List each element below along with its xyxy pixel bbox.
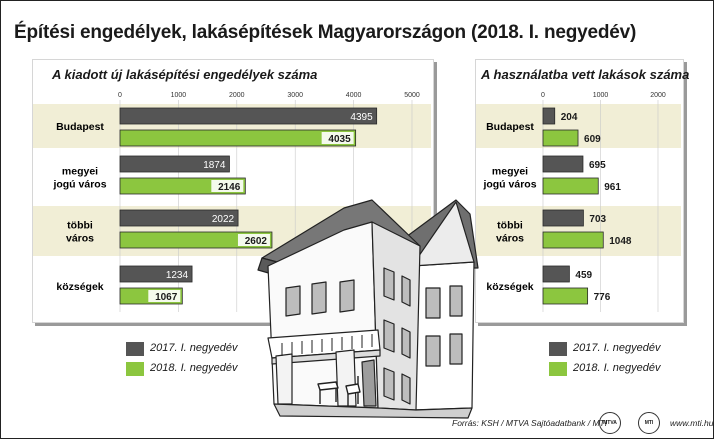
- legend-label-2018: 2018. I. negyedév: [573, 362, 661, 374]
- legend-label-2018: 2018. I. negyedév: [150, 362, 238, 374]
- x-tick-label: 3000: [287, 92, 303, 99]
- bar: [542, 177, 599, 195]
- label-background: [211, 180, 244, 192]
- x-tick-label: 1000: [593, 92, 609, 99]
- x-tick-label: 1000: [171, 92, 187, 99]
- page-title: Építési engedélyek, lakásépítések Magyar…: [14, 22, 637, 43]
- bar: [119, 231, 273, 249]
- bar: [542, 155, 584, 173]
- category-label: város: [66, 233, 94, 245]
- legend-swatch-2018: [126, 362, 144, 376]
- category-label: jogú város: [482, 179, 536, 191]
- category-label: többi: [497, 220, 523, 232]
- legend-label-2017: 2017. I. negyedév: [150, 342, 238, 354]
- label-background: [237, 234, 270, 246]
- category-label: Budapest: [56, 121, 104, 133]
- bar: [542, 129, 579, 147]
- x-tick-label: 5000: [404, 92, 420, 99]
- legend-swatch-2017: [549, 342, 567, 356]
- completions-chart-title: A használatba vett lakások száma: [481, 67, 690, 82]
- x-tick-label: 2000: [229, 92, 245, 99]
- x-tick-label: 0: [118, 92, 122, 99]
- label-background: [321, 132, 354, 144]
- legend-left: 2017. I. negyedév 2018. I. negyedév: [126, 340, 276, 380]
- bar: [542, 287, 589, 305]
- source-credit: Forrás: KSH / MTVA Sajtóadatbank / MTI: [452, 418, 608, 428]
- data-label: 609: [584, 134, 601, 145]
- data-label: 4035: [328, 134, 351, 145]
- category-label: megyei: [62, 166, 98, 178]
- bar: [119, 107, 378, 125]
- permits-chart-title: A kiadott új lakásépítési engedélyek szá…: [52, 67, 318, 82]
- bar: [119, 129, 357, 147]
- data-label: 2022: [212, 214, 235, 225]
- mti-logo: MTI: [638, 412, 660, 434]
- data-label: 695: [589, 160, 606, 171]
- bar: [542, 107, 556, 125]
- data-label: 459: [575, 270, 592, 281]
- data-label: 4395: [350, 112, 373, 123]
- data-label: 1048: [609, 236, 632, 247]
- legend-label-2017: 2017. I. negyedév: [573, 342, 661, 354]
- data-label: 1067: [155, 292, 178, 303]
- legend-right: 2017. I. negyedév 2018. I. negyedév: [549, 340, 679, 380]
- x-tick-label: 2000: [650, 92, 666, 99]
- x-tick-label: 0: [541, 92, 545, 99]
- mtva-logo: MTVA: [599, 412, 621, 434]
- category-band: [476, 104, 681, 148]
- data-label: 1874: [203, 160, 226, 171]
- label-background: [148, 290, 181, 302]
- category-label: községek: [56, 281, 103, 293]
- legend-swatch-2017: [126, 342, 144, 356]
- data-label: 2146: [218, 182, 241, 193]
- data-label: 776: [594, 292, 611, 303]
- bar: [119, 155, 230, 173]
- bar: [119, 209, 239, 227]
- category-label: Budapest: [486, 121, 534, 133]
- website-url: www.mti.hu: [670, 418, 714, 428]
- category-label: megyei: [492, 166, 528, 178]
- data-label: 703: [589, 214, 606, 225]
- category-label: többi: [67, 220, 93, 232]
- bar: [119, 265, 193, 283]
- legend-swatch-2018: [549, 362, 567, 376]
- bar: [542, 209, 584, 227]
- data-label: 204: [561, 112, 578, 123]
- x-tick-label: 4000: [346, 92, 362, 99]
- bar: [542, 231, 604, 249]
- data-label: 961: [604, 182, 621, 193]
- data-label: 1234: [166, 270, 189, 281]
- category-label: községek: [486, 281, 533, 293]
- bar: [542, 265, 570, 283]
- category-label: város: [496, 233, 524, 245]
- category-label: jogú város: [52, 179, 106, 191]
- data-label: 2602: [245, 236, 268, 247]
